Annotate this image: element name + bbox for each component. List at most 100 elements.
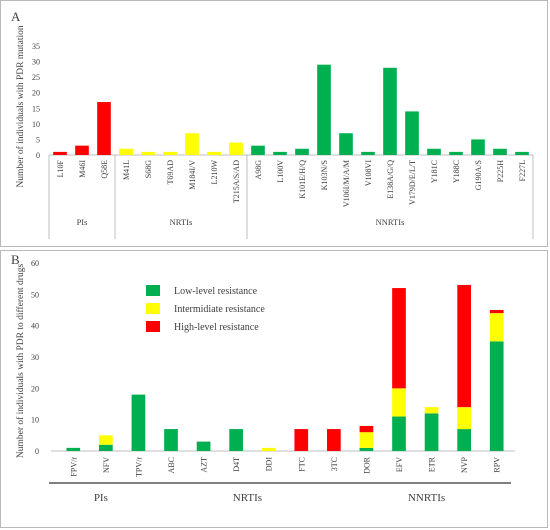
- x-tick-label-a: V108VI: [364, 160, 373, 187]
- y-tick-label-b: 10: [31, 416, 39, 425]
- group-label-a: NRTIs: [170, 217, 193, 227]
- x-tick-label-a: F227L: [518, 160, 527, 181]
- y-tick-label-a: 20: [32, 89, 40, 98]
- bar-a-L10F: [53, 151, 67, 155]
- x-tick-label-a: V179D/E/L/T: [408, 160, 417, 205]
- group-label-a: PIs: [77, 217, 88, 227]
- x-tick-label-a: T69AD: [166, 160, 175, 185]
- y-tick-label-b: 30: [31, 353, 39, 362]
- bar-a-V108VI: [361, 151, 375, 155]
- bar-b-EFV-0: [392, 416, 406, 451]
- bar-b-TPV/r-0: [131, 394, 146, 451]
- bar-a-S68G: [141, 151, 155, 155]
- x-tick-label-b: FTC: [297, 457, 306, 472]
- bar-b-3TC-2: [327, 429, 341, 451]
- x-tick-label-a: A98G: [254, 160, 263, 180]
- x-tick-label-b: ABC: [167, 457, 176, 473]
- bar-a-A98G: [251, 145, 265, 155]
- x-tick-label-a: M184I/V: [188, 160, 197, 190]
- bar-b-FTC-2: [294, 429, 309, 451]
- x-tick-label-b: ETR: [428, 456, 437, 472]
- bar-a-L210W: [207, 151, 221, 155]
- bar-b-ABC-0: [164, 429, 178, 451]
- x-tick-label-a: E138A/G/Q: [386, 160, 395, 199]
- bar-a-P225H: [493, 148, 507, 155]
- panel-a-label: A: [11, 9, 21, 24]
- bar-b-NFV-1: [99, 435, 113, 445]
- x-tick-label-a: V106I/M/A/M: [342, 160, 351, 207]
- bar-a-V106I/M/A/M: [339, 133, 353, 155]
- legend-label-2: High-level resistance: [174, 322, 259, 333]
- bar-a-M46I: [75, 145, 89, 155]
- y-tick-label-a: 5: [36, 135, 40, 144]
- x-tick-label-b: EFV: [395, 457, 404, 472]
- y-tick-label-b: 0: [35, 447, 39, 456]
- bar-b-DOR-1: [359, 432, 374, 448]
- bar-b-NVP-1: [457, 407, 471, 430]
- x-tick-label-a: L210W: [210, 160, 219, 185]
- bar-a-M184I/V: [185, 133, 199, 155]
- x-tick-label-a: G190A/S: [474, 160, 483, 190]
- x-tick-label-a: M46I: [78, 160, 87, 178]
- bar-b-ETR-1: [424, 407, 439, 414]
- bar-b-FPV/r-0: [66, 447, 81, 451]
- x-tick-label-a: L10F: [56, 159, 65, 177]
- x-tick-label-a: L100V: [276, 160, 285, 183]
- bar-b-RPV-2: [489, 310, 504, 314]
- group-label-b: PIs: [94, 492, 108, 504]
- bar-b-DDI-1: [261, 447, 276, 451]
- x-tick-label-b: DDI: [265, 457, 274, 472]
- bar-b-RPV-1: [489, 313, 504, 342]
- bar-b-EFV-1: [392, 388, 406, 417]
- bar-a-G190A/S: [471, 139, 485, 155]
- panel-b-label: B: [11, 252, 20, 267]
- y-tick-label-b: 20: [31, 384, 39, 393]
- group-label-b: NNRTIs: [408, 492, 445, 504]
- x-tick-label-b: TPV/r: [134, 457, 143, 477]
- y-tick-label-a: 30: [32, 58, 40, 67]
- bar-a-V179D/E/L/T: [405, 111, 419, 155]
- x-tick-label-b: NFV: [102, 457, 111, 473]
- bar-a-T215A/S/AD: [229, 142, 243, 155]
- x-tick-label-b: AZT: [200, 457, 209, 473]
- x-tick-label-b: D4T: [232, 457, 241, 472]
- bar-a-Y181C: [427, 148, 441, 155]
- x-tick-label-b: FPV/r: [69, 457, 78, 477]
- bar-b-ETR-0: [424, 413, 439, 451]
- y-axis-label-b: Number of individuals with PDR to differ…: [15, 264, 26, 459]
- group-label-b: NRTIs: [233, 492, 262, 504]
- y-tick-label-a: 35: [32, 42, 40, 51]
- y-tick-label-a: 25: [32, 73, 40, 82]
- bar-a-F227L: [515, 151, 529, 155]
- bar-b-RPV-0: [489, 341, 504, 451]
- bar-a-Q58E: [97, 102, 111, 155]
- legend-swatch-1: [146, 303, 160, 314]
- y-tick-label-a: 15: [32, 104, 40, 113]
- legend-label-0: Low-level resistance: [174, 286, 258, 297]
- x-tick-label-a: M41L: [122, 160, 131, 180]
- y-tick-label-a: 10: [32, 120, 40, 129]
- x-tick-label-a: K103N/S: [320, 160, 329, 190]
- bar-b-AZT-0: [196, 441, 211, 451]
- x-tick-label-b: DOR: [362, 456, 371, 474]
- y-tick-label-b: 50: [31, 290, 39, 299]
- bar-a-M41L: [119, 148, 133, 155]
- bar-a-T69AD: [163, 151, 177, 155]
- x-tick-label-a: K101E/H/Q: [298, 160, 307, 199]
- legend-swatch-2: [146, 321, 160, 332]
- x-tick-label-b: RPV: [493, 457, 502, 473]
- panel-b: B Number of individuals with PDR to diffe…: [0, 250, 548, 528]
- panel-a: A Number of individuals with PDR mutation…: [0, 0, 548, 247]
- y-axis-label-a: Number of individuals with PDR mutation: [15, 25, 26, 188]
- bar-b-DOR-0: [359, 447, 374, 451]
- y-tick-label-a: 0: [36, 151, 40, 160]
- legend-label-1: Intermidiate resistance: [174, 304, 265, 315]
- x-tick-label-a: Q58E: [100, 160, 109, 179]
- bar-a-Y188C: [449, 151, 463, 155]
- y-tick-label-b: 60: [31, 259, 39, 268]
- bar-b-DOR-2: [359, 425, 374, 433]
- bar-a-L100V: [273, 151, 287, 155]
- bar-b-EFV-2: [392, 288, 406, 389]
